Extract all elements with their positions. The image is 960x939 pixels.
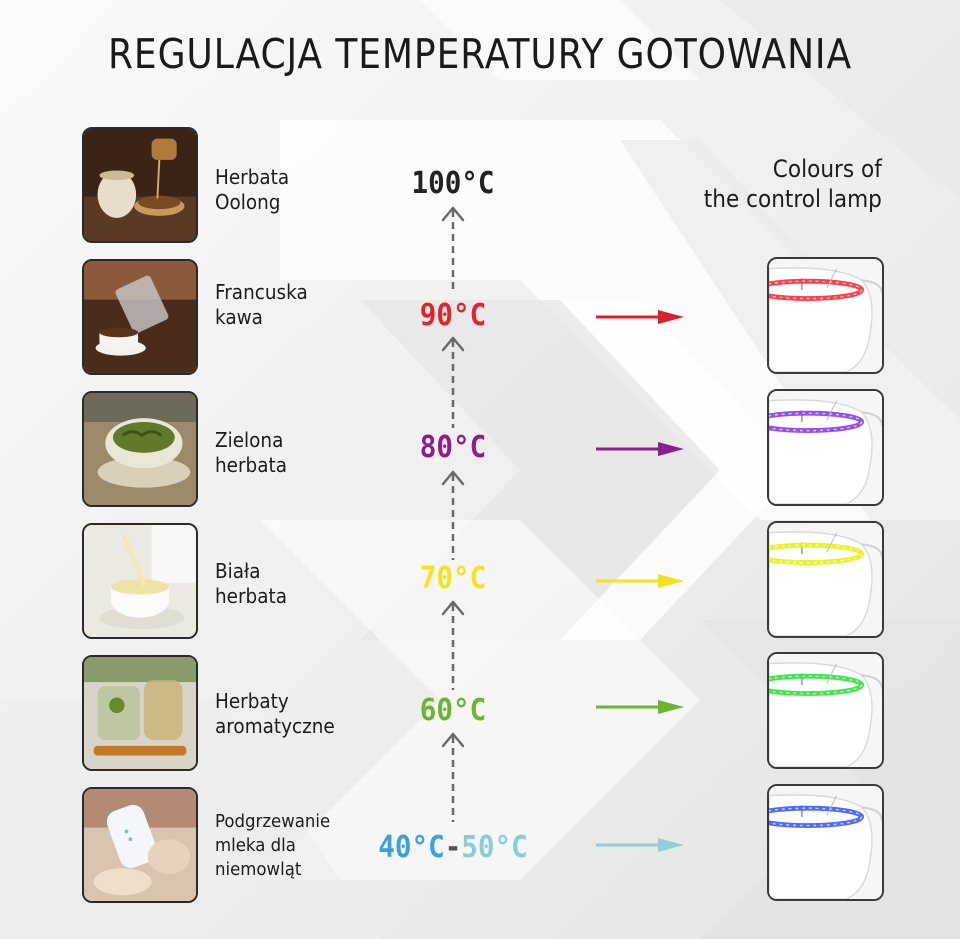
aromatic-tea-photo xyxy=(82,655,198,771)
lamp-colours-heading: Colours of the control lamp xyxy=(704,154,882,214)
temp-40-50: 40°C-50°C xyxy=(375,830,531,865)
white-tea-photo xyxy=(82,523,198,639)
label-french-coffee: Francuska kawa xyxy=(215,280,308,329)
temp-value: 80°C xyxy=(419,430,487,465)
temp-separator: - xyxy=(444,830,462,865)
label-baby-milk: Podgrzewanie mleka dla niemowląt xyxy=(215,811,331,880)
kettle-icon xyxy=(769,391,882,504)
lamp-heading-line2: the control lamp xyxy=(703,185,882,213)
lamp-blue xyxy=(767,784,884,901)
oolong-tea-photo xyxy=(82,127,198,243)
temp-value: 100°C xyxy=(411,166,495,201)
green-tea-photo xyxy=(82,391,198,507)
temp-value-high: 50°C xyxy=(461,830,528,865)
kettle-icon xyxy=(769,523,882,636)
arrow-right-icon xyxy=(594,441,686,457)
temp-80: 80°C xyxy=(406,430,500,465)
page-title: REGULACJA TEMPERATURY GOTOWANIA xyxy=(107,30,853,78)
label-green-tea: Zielona herbata xyxy=(215,428,288,477)
label-oolong: Herbata Oolong xyxy=(215,165,290,214)
lamp-heading-line1: Colours of xyxy=(772,155,882,183)
temp-value: 90°C xyxy=(419,298,487,333)
temp-100: 100°C xyxy=(406,166,500,201)
kettle-icon xyxy=(769,259,882,372)
arrow-right-icon xyxy=(594,573,686,589)
label-white-tea: Biała herbata xyxy=(215,559,288,608)
temp-60: 60°C xyxy=(406,693,500,728)
temp-value: 70°C xyxy=(419,561,487,596)
kettle-icon xyxy=(769,786,882,899)
temp-90: 90°C xyxy=(406,298,500,333)
lamp-purple xyxy=(767,389,884,506)
arrow-right-icon xyxy=(594,837,686,853)
lamp-yellow xyxy=(767,521,884,638)
lamp-green xyxy=(767,652,884,769)
temp-70: 70°C xyxy=(406,561,500,596)
temp-value: 60°C xyxy=(419,693,487,728)
temp-value-low: 40°C xyxy=(378,830,445,865)
baby-milk-bottle-photo xyxy=(82,787,198,903)
arrow-right-icon xyxy=(594,309,686,325)
arrow-right-icon xyxy=(594,699,686,715)
lamp-red xyxy=(767,257,884,374)
kettle-icon xyxy=(769,654,882,767)
label-aromatic-tea: Herbaty aromatyczne xyxy=(215,689,335,738)
french-press-coffee-photo xyxy=(82,259,198,375)
